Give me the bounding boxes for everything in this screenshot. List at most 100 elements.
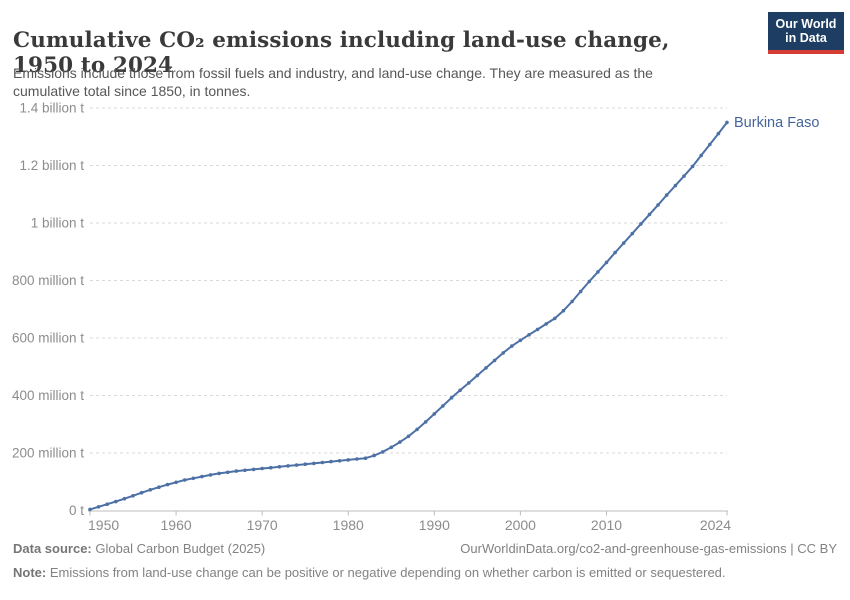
data-point [346,458,351,462]
data-point [475,373,480,378]
data-point [596,270,600,274]
data-point [484,366,488,370]
data-point [243,468,247,473]
data-point [406,434,411,439]
data-point [174,480,178,485]
data-point [553,316,557,321]
data-point [501,351,506,355]
chart-footer: Data source: Global Carbon Budget (2025)… [13,541,837,580]
note-label: Note: [13,565,47,580]
x-tick-label: 1990 [419,517,450,533]
data-point [372,453,376,458]
data-point [441,404,445,408]
data-source: Data source: Global Carbon Budget (2025) [13,541,265,556]
x-tick-label: 2024 [700,517,731,533]
data-point [303,462,308,467]
logo-line-1: Our World [775,16,837,31]
data-point [139,490,144,495]
data-point [337,459,342,463]
data-point [716,131,721,136]
x-tick-label: 1980 [333,517,364,533]
x-tick-label: 1970 [247,517,278,533]
owid-link[interactable]: OurWorldinData.org/co2-and-greenhouse-ga… [460,541,837,556]
data-point [320,460,325,465]
data-point [329,459,333,464]
data-point [647,212,652,217]
data-point [148,488,153,492]
data-point [656,203,660,207]
series-end-label[interactable]: Burkina Faso [734,115,819,131]
data-point [587,279,592,284]
data-point [260,466,265,471]
y-tick-label: 1.4 billion t [19,101,84,116]
data-point [510,344,514,348]
data-point [208,473,213,477]
data-point [604,260,609,265]
data-source-label: Data source: [13,541,92,556]
y-tick-label: 0 t [69,503,84,518]
x-tick-label: 1960 [161,517,192,533]
data-point [467,381,471,385]
page-title: Cumulative CO₂ emissions including land-… [13,28,670,79]
data-point [191,476,196,481]
data-point [217,471,221,476]
data-point [122,496,127,501]
data-point [182,478,187,482]
data-point [105,502,109,507]
data-point [639,222,643,226]
x-tick-label: 1950 [88,517,119,533]
data-point [157,485,161,490]
data-point [664,193,669,197]
data-point [251,467,256,472]
data-point [578,289,583,294]
data-point [355,457,359,461]
y-tick-label: 200 million t [12,446,84,461]
data-point [492,358,497,363]
data-point [682,174,686,178]
data-point [277,465,282,469]
data-point [200,474,204,479]
our-world-in-data-logo[interactable]: Our World in Data [768,12,844,54]
chart-note: Note: Emissions from land-use change can… [13,565,837,580]
data-point [699,153,703,158]
data-point [165,482,170,487]
y-tick-label: 400 million t [12,388,84,403]
data-point [544,322,548,326]
data-point [88,507,92,512]
data-point [96,505,101,509]
data-point [363,456,368,461]
data-point [527,333,531,337]
y-tick-label: 600 million t [12,331,84,346]
data-point [725,120,729,125]
data-point [380,450,385,454]
data-point [561,308,566,313]
data-point [673,183,678,188]
logo-line-2: in Data [785,31,827,45]
data-point [708,142,712,147]
data-point [570,299,574,304]
data-point [518,338,523,343]
data-point [389,445,394,450]
data-point [613,250,617,255]
data-point [398,440,402,444]
data-point [286,464,290,468]
data-point [690,164,695,169]
data-point [269,465,273,470]
data-point [535,327,540,332]
data-point [312,461,316,466]
data-point [630,231,635,236]
data-point [131,494,135,498]
series-line-burkina-faso[interactable] [89,121,728,511]
data-point [621,241,626,245]
data-point [234,469,239,473]
data-source-value: Global Carbon Budget (2025) [95,541,266,556]
data-point [432,412,437,416]
data-point [423,420,428,424]
y-tick-label: 1 billion t [31,216,85,231]
data-point [415,427,419,432]
data-point [294,463,299,467]
y-tick-label: 1.2 billion t [19,158,84,173]
data-point [458,388,462,393]
